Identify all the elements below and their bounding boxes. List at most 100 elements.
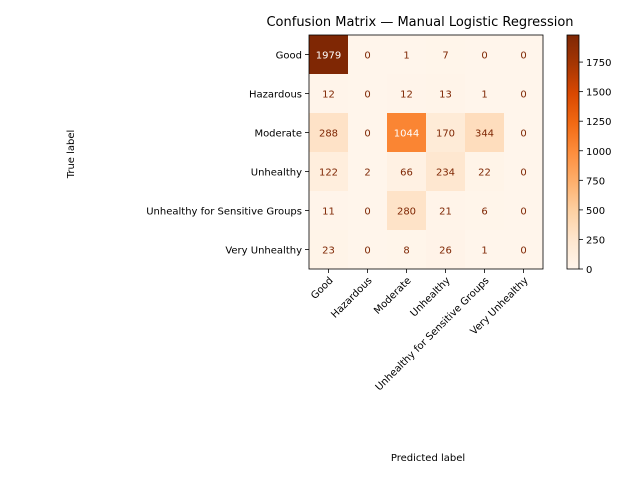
cell-value-label: 1 (481, 246, 487, 257)
cell-value-label: 23 (322, 246, 335, 257)
cell-value-label: 0 (520, 246, 526, 257)
heatmap-cell (426, 230, 465, 269)
heatmap-cell (309, 152, 348, 191)
heatmap-cell (309, 35, 348, 74)
heatmap-cell (426, 74, 465, 113)
cell-value-label: 7 (442, 51, 448, 62)
cell-value-label: 0 (520, 129, 526, 140)
cell-value-label: 21 (439, 207, 452, 218)
heatmap-cell (465, 191, 504, 230)
colorbar-tick-label: 1500 (586, 88, 611, 99)
heatmap-cell (348, 35, 387, 74)
colorbar-tick-label: 1250 (586, 117, 611, 128)
heatmap-cell (465, 35, 504, 74)
cell-value-label: 12 (400, 90, 413, 101)
cell-value-label: 288 (319, 129, 338, 140)
heatmap-cell (504, 230, 543, 269)
cell-value-label: 1 (403, 51, 409, 62)
y-tick-label: Moderate (254, 129, 302, 140)
cell-value-label: 0 (520, 207, 526, 218)
heatmap-cell (348, 74, 387, 113)
colorbar: 0 250 500 750 1000 1250 1500 1750 (566, 34, 611, 276)
heatmap-cell (465, 230, 504, 269)
heatmap-cell (465, 113, 504, 152)
heatmap-cell (348, 113, 387, 152)
cell-value-label: 8 (403, 246, 409, 257)
colorbar-gradient (566, 34, 580, 270)
cell-value-label: 66 (400, 168, 413, 179)
heatmap-cell (504, 113, 543, 152)
cell-value-label: 0 (364, 246, 370, 257)
heatmap-cell (387, 113, 426, 152)
cell-value-label: 1044 (394, 129, 419, 140)
cell-value-label: 0 (364, 207, 370, 218)
chart-title: Confusion Matrix — Manual Logistic Regre… (266, 15, 573, 30)
cell-value-label: 280 (397, 207, 416, 218)
cell-value-label: 344 (475, 129, 494, 140)
cell-value-label: 11 (322, 207, 335, 218)
cell-value-label: 170 (436, 129, 455, 140)
cell-value-label: 0 (520, 168, 526, 179)
heatmap-cell (426, 191, 465, 230)
heatmap-cell (348, 152, 387, 191)
cell-value-label: 2 (364, 168, 370, 179)
heatmap-cell (309, 74, 348, 113)
cell-value-label: 0 (481, 51, 487, 62)
heatmap-cell (387, 35, 426, 74)
cell-value-label: 0 (364, 51, 370, 62)
heatmap-cell (387, 74, 426, 113)
heatmap-cell (309, 113, 348, 152)
cell-value-label: 13 (439, 90, 452, 101)
heatmap-cell (504, 35, 543, 74)
colorbar-tick-label: 0 (586, 265, 592, 276)
heatmap-cell (309, 191, 348, 230)
heatmap-cell (426, 113, 465, 152)
x-tick-label: Good (309, 275, 335, 301)
heatmap-cell (387, 191, 426, 230)
y-tick-label: Hazardous (249, 90, 302, 101)
heatmap-cell (465, 74, 504, 113)
cell-value-label: 1 (481, 90, 487, 101)
cell-value-label: 0 (364, 90, 370, 101)
colorbar-tick-label: 1000 (586, 147, 611, 158)
x-tick-labels: GoodHazardousModerateUnhealthyUnhealthy … (309, 269, 531, 393)
x-tick-label: Moderate (372, 275, 413, 316)
y-tick-label: Very Unhealthy (225, 246, 302, 257)
cell-value-label: 0 (520, 90, 526, 101)
heatmap-cell (348, 230, 387, 269)
colorbar-tick-label: 1750 (586, 58, 611, 69)
colorbar-tick-label: 500 (586, 206, 605, 217)
heatmap-cell (387, 152, 426, 191)
cell-value-label: 12 (322, 90, 335, 101)
heatmap-cell (348, 191, 387, 230)
cell-value-label: 6 (481, 207, 487, 218)
heatmap-cell (504, 191, 543, 230)
x-axis-label: Predicted label (391, 453, 465, 464)
cell-value-label: 0 (520, 51, 526, 62)
colorbar-tick-label: 750 (586, 176, 605, 187)
y-axis-label: True label (66, 130, 77, 180)
colorbar-tick-label: 250 (586, 235, 605, 246)
heatmap-cell (309, 230, 348, 269)
heatmap-frame (308, 34, 544, 270)
cell-value-label: 26 (439, 246, 452, 257)
heatmap-cell (426, 35, 465, 74)
cell-value-label: 1979 (316, 51, 341, 62)
heatmap-cell (504, 74, 543, 113)
y-tick-label: Unhealthy (251, 168, 302, 179)
heatmap-cell (465, 152, 504, 191)
heatmap-cell (426, 152, 465, 191)
y-tick-labels: Good Hazardous Moderate Unhealthy Unhealthy … (146, 51, 309, 257)
heatmap-cell (387, 230, 426, 269)
y-tick-label: Good (276, 51, 302, 62)
cell-value-label: 0 (364, 129, 370, 140)
cell-value-label: 22 (478, 168, 491, 179)
x-tick-label: Hazardous (329, 275, 374, 320)
heatmap-cell (504, 152, 543, 191)
cell-value-label: 122 (319, 168, 338, 179)
y-tick-label: Unhealthy for Sensitive Groups (146, 207, 302, 218)
cell-value-label: 234 (436, 168, 455, 179)
